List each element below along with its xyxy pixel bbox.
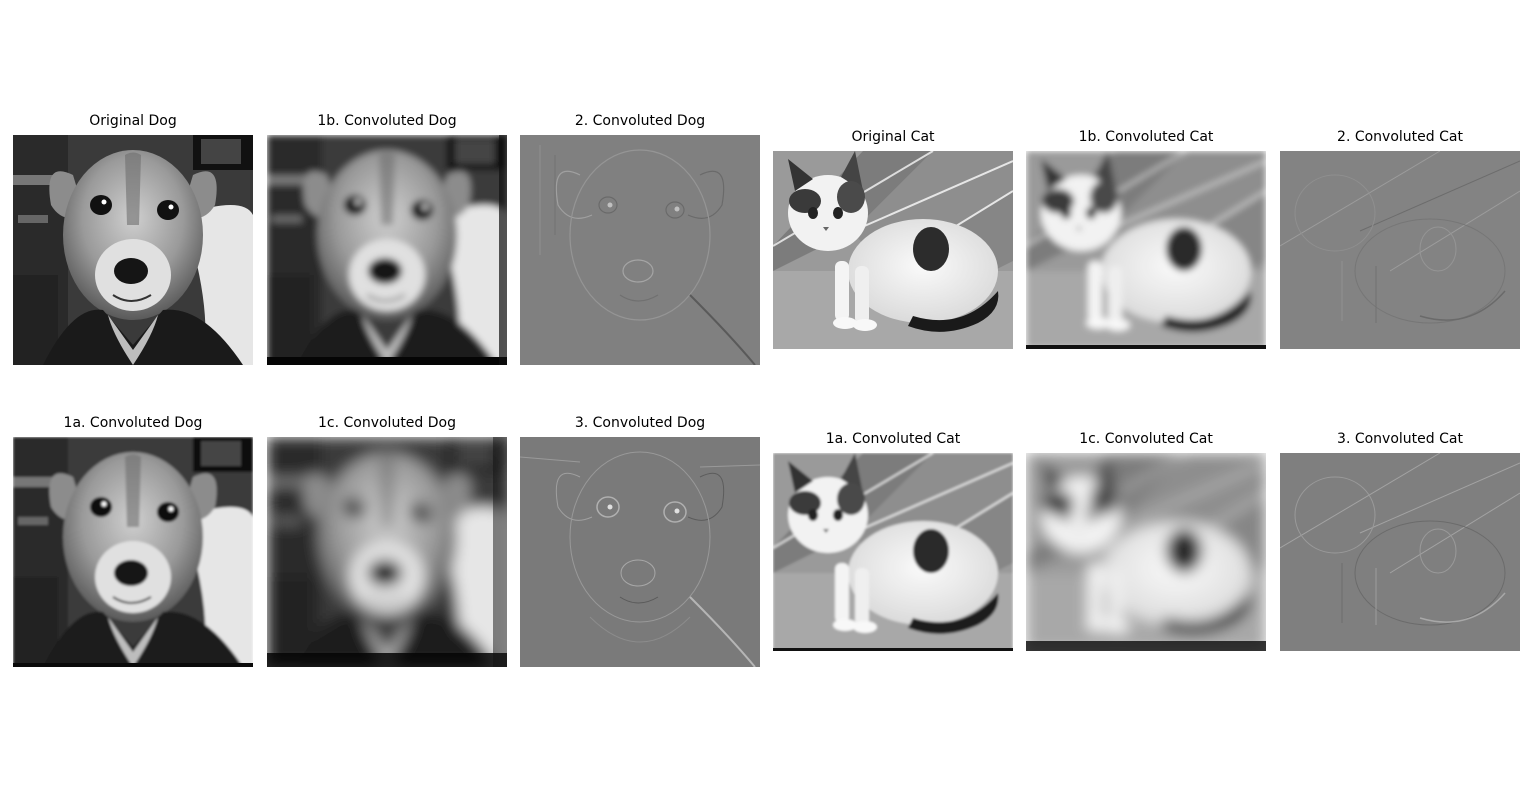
panel-1c-convoluted-cat: 1c. Convoluted Cat — [1026, 431, 1266, 651]
cat-image-embossed — [1280, 151, 1520, 349]
panel-title: 1c. Convoluted Cat — [1079, 431, 1213, 447]
panel-title: Original Cat — [851, 129, 935, 145]
cat-image-blurred — [1026, 151, 1266, 349]
dog-image-blurred — [267, 135, 507, 365]
panel-3-convoluted-cat: 3. Convoluted Cat — [1280, 431, 1520, 651]
panel-title: 1b. Convoluted Dog — [317, 113, 457, 129]
panel-title: 2. Convoluted Cat — [1337, 129, 1463, 145]
panel-title: 3. Convoluted Cat — [1337, 431, 1463, 447]
dog-image-light-blur — [13, 437, 253, 667]
panel-title: 1b. Convoluted Cat — [1078, 129, 1214, 145]
panel-1b-convoluted-cat: 1b. Convoluted Cat — [1026, 129, 1266, 349]
panel-1a-convoluted-cat: 1a. Convoluted Cat — [773, 431, 1013, 651]
panel-title: 3. Convoluted Dog — [574, 415, 706, 431]
dog-image-embossed — [520, 135, 760, 365]
dog-image-edges — [520, 437, 760, 667]
cat-image-edges — [1280, 453, 1520, 651]
panel-3-convoluted-dog: 3. Convoluted Dog — [520, 415, 760, 667]
panel-2-convoluted-dog: 2. Convoluted Dog — [520, 113, 760, 365]
dog-image-heavy-blur — [267, 437, 507, 667]
panel-title: 2. Convoluted Dog — [574, 113, 706, 129]
panel-1c-convoluted-dog: 1c. Convoluted Dog — [267, 415, 507, 667]
cat-image-light-blur — [773, 453, 1013, 651]
panel-original-dog: Original Dog — [13, 113, 253, 365]
panel-title: Original Dog — [89, 113, 177, 129]
panel-1b-convoluted-dog: 1b. Convoluted Dog — [267, 113, 507, 365]
panel-2-convoluted-cat: 2. Convoluted Cat — [1280, 129, 1520, 349]
panel-title: 1a. Convoluted Cat — [825, 431, 961, 447]
dog-image — [13, 135, 253, 365]
cat-image — [773, 151, 1013, 349]
panel-title: 1a. Convoluted Dog — [63, 415, 203, 431]
panel-1a-convoluted-dog: 1a. Convoluted Dog — [13, 415, 253, 667]
panel-original-cat: Original Cat — [773, 129, 1013, 349]
cat-image-heavy-blur — [1026, 453, 1266, 651]
panel-title: 1c. Convoluted Dog — [317, 415, 456, 431]
